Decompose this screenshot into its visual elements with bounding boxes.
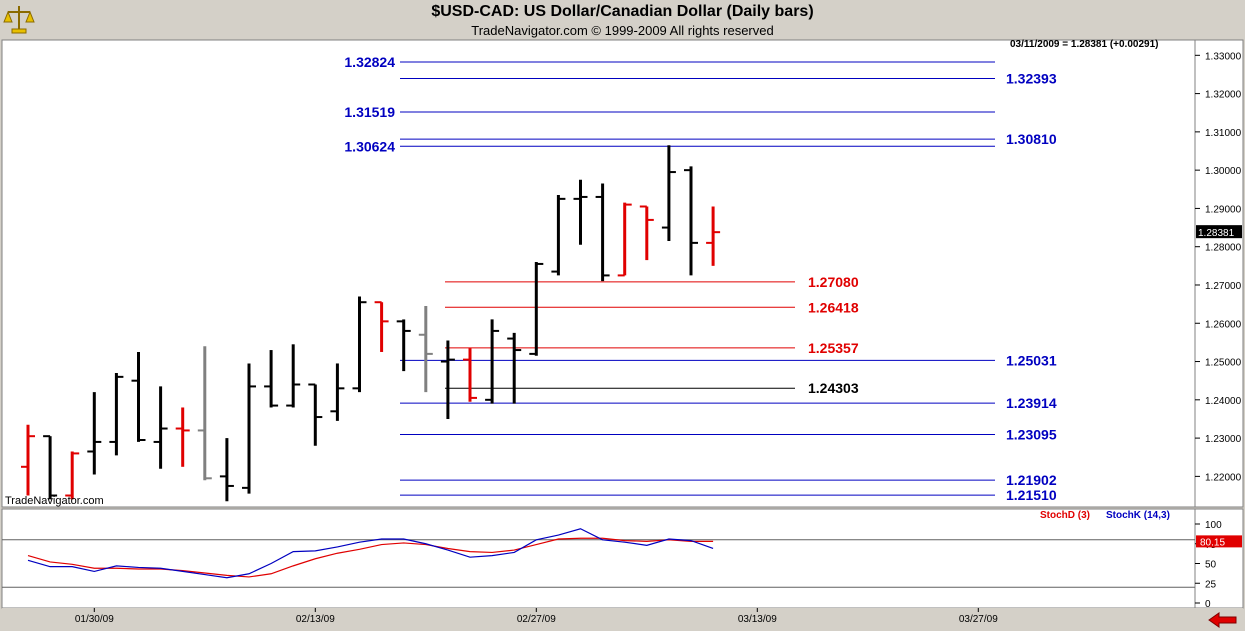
ohlc-bar	[43, 435, 58, 500]
ohlc-bar	[109, 373, 124, 456]
price-levels: 1.32824 1.32393 1.31519 1.30810 1.30624 1.270…	[344, 54, 1056, 503]
date-tick-label: 02/13/09	[296, 614, 335, 625]
ohlc-bar	[175, 407, 190, 467]
ohlc-bar	[242, 363, 256, 494]
price-tick-label: 1.26000	[1205, 319, 1242, 330]
watermark-text: TradeNavigator.com	[5, 495, 104, 507]
ohlc-bar	[197, 346, 212, 481]
ohlc-bar	[21, 424, 35, 496]
ohlc-bar	[639, 205, 654, 261]
price-tick-label: 1.31000	[1205, 128, 1242, 139]
ohlc-bar	[87, 392, 102, 475]
ohlc-bar	[374, 301, 389, 352]
ohlc-bar	[440, 340, 455, 419]
date-tick-label: 03/13/09	[738, 614, 777, 625]
ohlc-bar	[131, 351, 146, 442]
ohlc-bar	[551, 195, 566, 276]
level-label: 1.30810	[1006, 131, 1057, 147]
price-bars	[21, 145, 721, 502]
ohlc-bar	[617, 202, 632, 277]
stochastic-series-line	[27, 528, 714, 579]
chart-title: $USD-CAD: US Dollar/Canadian Dollar (Dai…	[431, 3, 814, 20]
level-label: 1.32824	[344, 54, 395, 70]
trade-navigator-logo-icon	[3, 4, 35, 34]
price-tick-label: 1.25000	[1205, 358, 1242, 369]
level-label: 1.32393	[1006, 71, 1057, 87]
ohlc-bar	[418, 306, 433, 393]
stochastic-lines	[27, 528, 714, 579]
date-tick-label: 01/30/09	[75, 614, 114, 625]
ohlc-bar	[396, 319, 411, 372]
ohlc-bar	[573, 179, 588, 245]
ohlc-bar	[352, 296, 367, 393]
level-label: 1.25031	[1006, 352, 1057, 368]
price-tick-label: 1.30000	[1205, 166, 1242, 177]
price-axis	[1194, 39, 1244, 508]
price-tick-label: 1.23000	[1205, 434, 1242, 445]
ohlc-bar	[463, 348, 477, 402]
last-quote-text: 03/11/2009 = 1.28381 (+0.00291)	[1010, 39, 1158, 50]
date-tick-label: 03/27/09	[959, 614, 998, 625]
ohlc-bar	[706, 206, 721, 266]
level-label: 1.27080	[808, 274, 859, 290]
ohlc-bar	[286, 344, 301, 408]
level-label: 1.26418	[808, 299, 859, 315]
price-tick-label: 1.29000	[1205, 204, 1242, 215]
level-label: 1.25357	[808, 340, 859, 356]
level-label: 1.23095	[1006, 426, 1057, 442]
legend-stochd: StochD (3)	[1040, 510, 1090, 521]
stochastic-tick-label: 50	[1205, 560, 1217, 571]
copyright-text: TradeNavigator.com © 1999-2009 All right…	[471, 23, 774, 38]
ohlc-bar	[507, 332, 522, 404]
price-panel	[1, 39, 1196, 508]
level-label: 1.31519	[344, 104, 395, 120]
stochastic-last-box	[1196, 535, 1242, 548]
stochastic-tick-label: 0	[1205, 599, 1211, 610]
legend-stochk: StochK (14,3)	[1106, 510, 1170, 521]
scroll-left-arrow-icon[interactable]	[1206, 612, 1238, 628]
price-tick-label: 1.27000	[1205, 281, 1242, 292]
last-price-label: 1.28381	[1198, 228, 1235, 239]
date-axis	[2, 608, 1243, 629]
ohlc-bar	[264, 350, 279, 408]
ohlc-bar	[153, 386, 168, 469]
level-label: 1.30624	[344, 138, 395, 154]
price-tick-label: 1.22000	[1205, 472, 1242, 483]
stochastic-tick-label: 25	[1205, 579, 1217, 590]
last-price-box	[1196, 225, 1242, 239]
level-label: 1.21510	[1006, 487, 1057, 503]
stochastic-axis-ticks: 100755025080.15	[1195, 520, 1242, 610]
ohlc-bar	[65, 451, 80, 500]
ohlc-bar	[308, 383, 323, 446]
stochastic-panel	[1, 508, 1196, 609]
ohlc-bar	[485, 319, 500, 404]
level-label: 1.24303	[808, 380, 859, 396]
level-label: 1.23914	[1006, 395, 1057, 411]
ohlc-bar	[529, 262, 544, 356]
level-label: 1.21902	[1006, 472, 1057, 488]
date-tick-label: 02/27/09	[517, 614, 556, 625]
stochastic-last-label: 80.15	[1200, 537, 1225, 548]
price-tick-label: 1.32000	[1205, 90, 1242, 101]
stochastic-tick-label: 100	[1205, 520, 1222, 531]
price-tick-label: 1.28000	[1205, 243, 1242, 254]
ohlc-bar	[684, 166, 698, 276]
price-axis-ticks: 1.22000 1.23000 1.24000 1.25000 1.26000 1.270…	[1195, 51, 1242, 483]
ohlc-bar	[219, 438, 234, 502]
stochastic-axis	[1194, 508, 1244, 609]
ohlc-bar	[330, 363, 345, 421]
ohlc-bar	[595, 183, 610, 282]
date-axis-ticks: 01/30/09 02/13/09 02/27/09 03/13/09 03/27/09	[75, 608, 998, 625]
stochastic-reference-lines	[2, 539, 1195, 588]
price-tick-label: 1.24000	[1205, 396, 1242, 407]
price-tick-label: 1.33000	[1205, 51, 1242, 62]
ohlc-bar	[661, 145, 676, 241]
